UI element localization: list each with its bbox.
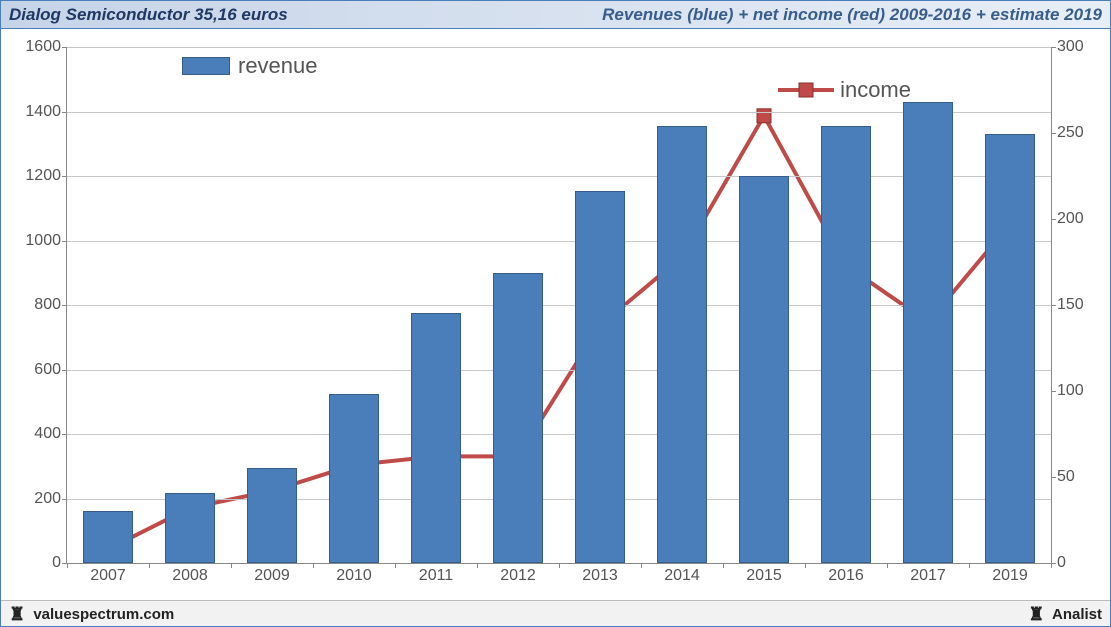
header-left: Dialog Semiconductor 35,16 euros: [9, 5, 288, 25]
x-label: 2007: [90, 567, 126, 585]
income-line: [108, 116, 1010, 549]
y-right-label: 300: [1057, 38, 1084, 56]
y-left-label: 1000: [25, 232, 61, 250]
plot-region: revenue income 0200400600800100012001400…: [66, 47, 1052, 564]
revenue-bar: [821, 126, 872, 563]
x-label: 2012: [500, 567, 536, 585]
x-tick: [887, 563, 888, 568]
revenue-bar: [165, 493, 216, 563]
x-label: 2010: [336, 567, 372, 585]
y-left-label: 600: [34, 361, 61, 379]
x-tick: [641, 563, 642, 568]
x-tick: [969, 563, 970, 568]
y-right-tick: [1051, 219, 1056, 220]
x-label: 2008: [172, 567, 208, 585]
y-left-label: 1600: [25, 38, 61, 56]
x-tick: [559, 563, 560, 568]
y-right-tick: [1051, 133, 1056, 134]
x-label: 2011: [419, 567, 453, 585]
y-left-tick: [62, 434, 67, 435]
chart-footer: ♜ valuespectrum.com ♜ Analist: [1, 600, 1110, 626]
y-right-label: 50: [1057, 468, 1075, 486]
x-label: 2015: [746, 567, 782, 585]
y-right-label: 250: [1057, 124, 1084, 142]
revenue-bar: [247, 468, 298, 563]
revenue-bar: [411, 313, 462, 563]
chart-frame: Dialog Semiconductor 35,16 euros Revenue…: [0, 0, 1111, 627]
revenue-bar: [739, 176, 790, 563]
y-left-label: 0: [52, 554, 61, 572]
revenue-bar: [83, 511, 134, 563]
x-tick: [313, 563, 314, 568]
revenue-bar: [575, 191, 626, 563]
x-label: 2016: [828, 567, 864, 585]
x-tick: [395, 563, 396, 568]
revenue-bar: [985, 134, 1036, 563]
x-tick: [805, 563, 806, 568]
y-right-label: 150: [1057, 296, 1084, 314]
x-label: 2014: [664, 567, 700, 585]
footer-right-text: Analist: [1052, 606, 1102, 623]
y-left-label: 800: [34, 296, 61, 314]
y-right-label: 200: [1057, 210, 1084, 228]
x-tick: [231, 563, 232, 568]
y-left-tick: [62, 47, 67, 48]
y-left-tick: [62, 370, 67, 371]
rook-icon: ♜: [1028, 604, 1044, 625]
x-label: 2009: [254, 567, 290, 585]
x-tick: [67, 563, 68, 568]
y-right-tick: [1051, 305, 1056, 306]
revenue-bar: [657, 126, 708, 563]
y-left-label: 1400: [25, 103, 61, 121]
y-right-label: 100: [1057, 382, 1084, 400]
x-label: 2019: [992, 567, 1028, 585]
revenue-bar: [329, 394, 380, 563]
x-tick: [723, 563, 724, 568]
chart-area: revenue income 0200400600800100012001400…: [11, 37, 1100, 592]
chart-header: Dialog Semiconductor 35,16 euros Revenue…: [1, 1, 1110, 29]
header-right: Revenues (blue) + net income (red) 2009-…: [602, 5, 1102, 25]
footer-left-text: valuespectrum.com: [33, 606, 174, 623]
y-left-label: 200: [34, 490, 61, 508]
x-tick: [1051, 563, 1052, 568]
x-label: 2013: [582, 567, 618, 585]
x-label: 2017: [910, 567, 946, 585]
y-left-tick: [62, 176, 67, 177]
revenue-bar: [903, 102, 954, 563]
y-left-tick: [62, 112, 67, 113]
y-right-label: 0: [1057, 554, 1066, 572]
gridline: [67, 47, 1051, 48]
footer-left: ♜ valuespectrum.com: [9, 603, 174, 624]
y-left-tick: [62, 305, 67, 306]
y-right-tick: [1051, 477, 1056, 478]
y-left-label: 400: [34, 425, 61, 443]
y-left-tick: [62, 499, 67, 500]
y-left-tick: [62, 241, 67, 242]
x-tick: [477, 563, 478, 568]
y-right-tick: [1051, 391, 1056, 392]
footer-right: ♜ Analist: [1028, 603, 1102, 624]
y-left-label: 1200: [25, 167, 61, 185]
revenue-bar: [493, 273, 544, 563]
rook-icon: ♜: [9, 604, 25, 625]
x-tick: [149, 563, 150, 568]
y-right-tick: [1051, 47, 1056, 48]
